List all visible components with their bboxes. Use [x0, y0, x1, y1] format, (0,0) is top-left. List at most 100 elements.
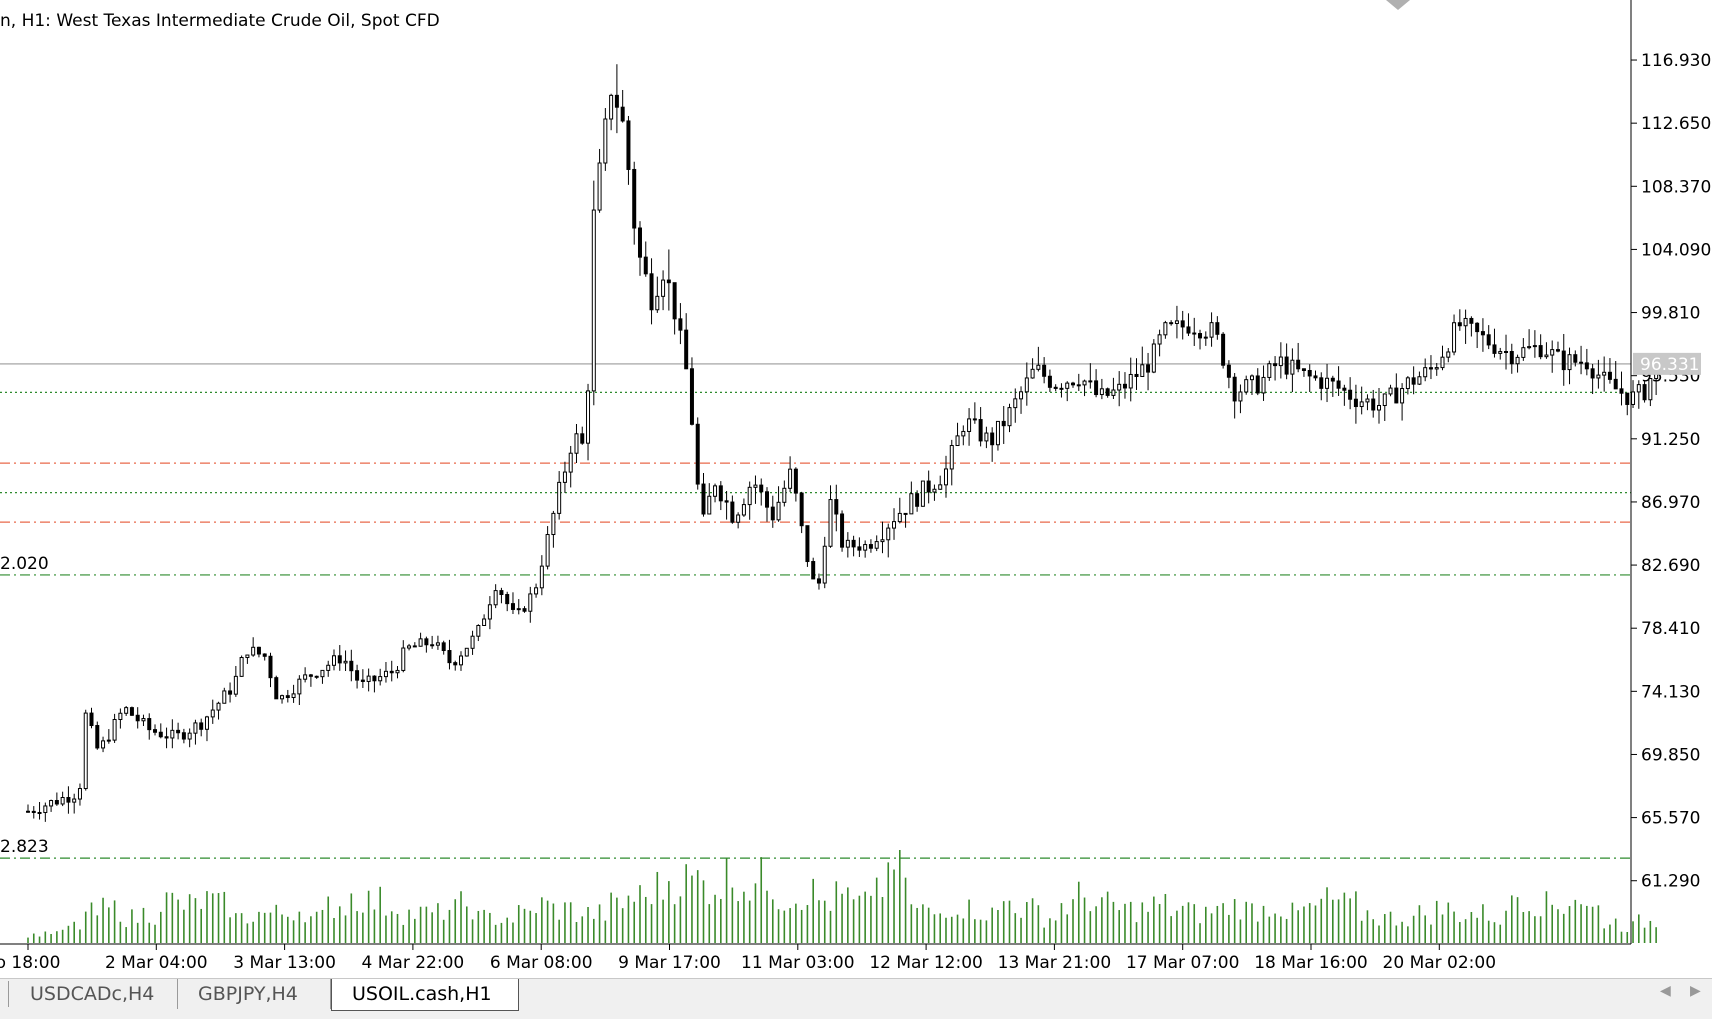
candle	[1313, 370, 1318, 381]
candle-body	[441, 642, 446, 652]
candle	[834, 484, 839, 532]
candle	[551, 510, 556, 548]
candle	[892, 508, 897, 540]
candle-body	[1365, 398, 1370, 403]
candle	[1053, 384, 1058, 392]
candle	[990, 427, 995, 462]
candle	[562, 461, 567, 493]
candle-body	[1400, 388, 1405, 404]
candle	[487, 596, 492, 630]
candle-body	[401, 647, 406, 671]
candle	[1001, 406, 1006, 444]
candle-body	[943, 468, 948, 486]
candle	[141, 714, 146, 727]
candle	[1284, 343, 1289, 380]
candle	[822, 536, 827, 589]
candle	[482, 614, 487, 626]
current-price-tag: 96.331	[1633, 352, 1701, 375]
candle-body	[1059, 387, 1064, 390]
candle	[187, 728, 192, 748]
candle	[326, 660, 331, 677]
chart-shift-marker-icon[interactable]	[1386, 0, 1410, 10]
candle-body	[337, 655, 342, 664]
candle	[1590, 363, 1595, 395]
price-tick-label: 82.690	[1641, 556, 1700, 576]
candle	[1273, 356, 1278, 381]
time-tick-label: 9 Mar 17:00	[618, 953, 721, 973]
candle-body	[216, 702, 221, 711]
candle-body	[476, 624, 481, 637]
price-tick-label: 86.970	[1641, 493, 1700, 513]
candle-body	[1440, 356, 1445, 369]
candle	[1417, 371, 1422, 386]
candle-body	[816, 578, 821, 584]
candle-body	[626, 120, 631, 170]
tab-gbpjpy-h4[interactable]: GBPJPY,H4	[178, 979, 331, 1009]
tab-usoil-cash-h1[interactable]: USOIL.cash,H1	[331, 979, 519, 1011]
candle	[101, 736, 106, 753]
candle	[903, 512, 908, 528]
candle-body	[112, 718, 117, 741]
candle-body	[54, 800, 59, 805]
candle-body	[1636, 384, 1641, 393]
candle-body	[499, 590, 504, 596]
candle-body	[222, 690, 227, 704]
candle-body	[915, 493, 920, 507]
candle-body	[389, 670, 394, 674]
candle-body	[730, 501, 735, 523]
candle	[129, 706, 134, 716]
candle	[805, 525, 810, 567]
candle	[26, 804, 30, 813]
candle	[597, 148, 602, 213]
candle-body	[1330, 377, 1335, 382]
tab-usdcadc-h4[interactable]: USDCADc,H4	[10, 979, 178, 1009]
candle	[37, 801, 42, 820]
candle	[106, 729, 111, 744]
candle-body	[66, 797, 71, 803]
price-chart[interactable]: 116.930112.650108.370104.09099.81095.530…	[0, 0, 1712, 978]
candle-body	[1446, 351, 1451, 358]
candle-body	[528, 593, 533, 612]
candle-body	[1584, 362, 1589, 370]
candle-body	[1244, 379, 1249, 393]
price-tick-label: 116.930	[1641, 51, 1711, 71]
candle	[1169, 320, 1174, 326]
candle	[580, 426, 585, 445]
candle-body	[695, 423, 700, 485]
candle-body	[782, 487, 787, 503]
candle-body	[26, 810, 30, 813]
candle-body	[857, 546, 862, 551]
candle	[112, 713, 117, 743]
scroll-left-icon[interactable]: ◀	[1660, 983, 1671, 999]
candle	[1059, 383, 1064, 398]
chart-title: n, H1: West Texas Intermediate Crude Oil…	[0, 11, 440, 31]
candle-body	[1607, 371, 1612, 380]
candle	[89, 707, 94, 729]
candle	[510, 592, 515, 615]
chart-tab-bar: USDCADc,H4 GBPJPY,H4 USOIL.cash,H1 ◀ ▶	[0, 978, 1712, 1019]
time-tick-label: 2 Mar 04:00	[105, 953, 208, 973]
candle	[1065, 381, 1070, 402]
candle	[978, 407, 983, 447]
scroll-right-icon[interactable]: ▶	[1690, 983, 1701, 999]
candle-body	[1342, 387, 1347, 391]
candle	[1117, 371, 1122, 407]
candle-body	[204, 716, 209, 730]
candle	[66, 786, 71, 814]
candle	[955, 422, 960, 447]
candle	[995, 420, 1000, 451]
candle-body	[880, 539, 885, 543]
candle	[1400, 383, 1405, 421]
candle-body	[672, 282, 677, 320]
candle	[741, 498, 746, 517]
candle	[1579, 345, 1584, 375]
candle	[164, 727, 169, 749]
candle	[193, 719, 198, 745]
candles-layer	[26, 64, 1659, 822]
candle-body	[1105, 388, 1110, 396]
candle	[1088, 363, 1093, 389]
candle	[793, 467, 798, 502]
candle	[655, 276, 660, 313]
candle	[389, 660, 394, 682]
candle	[158, 723, 163, 739]
